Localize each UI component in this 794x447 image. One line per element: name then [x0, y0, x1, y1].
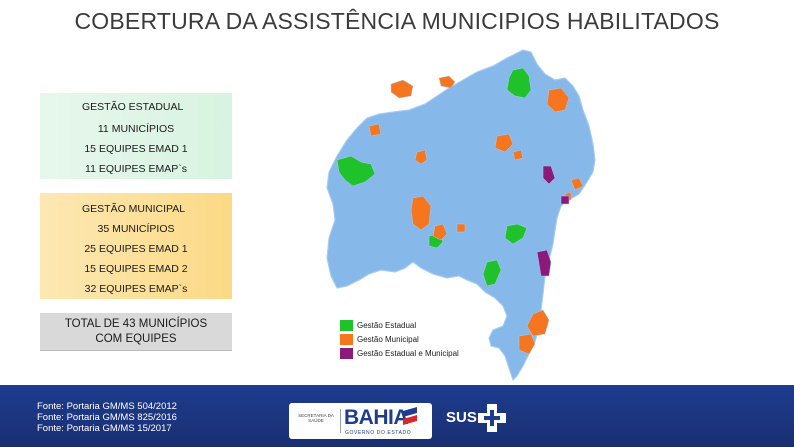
legend-label-estadual: Gestão Estadual: [357, 320, 417, 330]
region-municipal-2: [438, 75, 456, 89]
region-ambos-3: [536, 249, 552, 277]
municipal-municipios: 35 MUNICÍPIOS: [97, 223, 175, 235]
map-svg: [326, 49, 596, 381]
region-municipal-10: [456, 223, 466, 233]
sus-logo: SUS: [446, 400, 510, 436]
region-municipal-13: [526, 309, 550, 337]
governo-estado-label: GOVERNO DO ESTADO: [345, 430, 412, 436]
region-municipal-5: [512, 149, 524, 161]
region-municipal-8: [410, 195, 432, 231]
total-summary-box: TOTAL DE 43 MUNICÍPIOS COM EQUIPES: [40, 313, 232, 351]
secretaria-saude-label: SECRETARIA DA SAÚDE: [298, 413, 334, 423]
region-municipal-7: [414, 149, 428, 165]
region-municipal-3: [546, 87, 570, 113]
legend-item-municipal: Gestão Municipal: [340, 332, 459, 346]
total-line-1: TOTAL DE 43 MUNICÍPIOS: [64, 318, 208, 330]
estadual-emap: 11 EQUIPES EMAP`s: [85, 163, 187, 175]
municipal-emad2: 15 EQUIPES EMAD 2: [84, 263, 188, 275]
page-title: COBERTURA DA ASSISTÊNCIA MUNICIPIOS HABI…: [74, 8, 720, 34]
bahia-municipalities-map: [317, 48, 635, 385]
sources-list: Fonte: Portaria GM/MS 504/2012 Fonte: Po…: [37, 401, 177, 434]
legend-swatch-estadual: [340, 319, 353, 331]
region-municipal-4: [494, 133, 514, 153]
legend-label-ambos: Gestão Estadual e Municipal: [357, 348, 459, 358]
estadual-info-box: GESTÃO ESTADUAL 11 MUNICÍPIOS 15 EQUIPES…: [40, 93, 232, 179]
region-estadual-2: [336, 155, 376, 187]
logo-separator: [340, 409, 341, 433]
municipal-emap: 32 EQUIPES EMAP`s: [84, 283, 188, 295]
source-line-1: Fonte: Portaria GM/MS 504/2012: [37, 401, 177, 412]
governo-bahia-logo: SECRETARIA DA SAÚDE BAHIA GOVERNO DO EST…: [289, 403, 432, 439]
bahia-flag-icon: [403, 407, 417, 425]
region-ambos-1: [542, 165, 556, 185]
sus-cross-icon: [478, 404, 506, 432]
legend-item-ambos: Gestão Estadual e Municipal: [340, 346, 459, 360]
map-legend: Gestão Estadual Gestão Municipal Gestão …: [340, 318, 459, 360]
legend-label-municipal: Gestão Municipal: [357, 334, 419, 344]
municipal-heading: GESTÃO MUNICIPAL: [82, 203, 186, 215]
region-ambos-2: [560, 195, 570, 205]
legend-swatch-municipal: [340, 333, 353, 345]
legend-item-estadual: Gestão Estadual: [340, 318, 459, 332]
legend-swatch-ambos: [340, 347, 353, 359]
municipal-emad1: 25 EQUIPES EMAD 1: [84, 243, 188, 255]
estadual-heading: GESTÃO ESTADUAL: [82, 101, 184, 113]
source-line-2: Fonte: Portaria GM/MS 825/2016: [37, 412, 177, 423]
region-estadual-1: [506, 67, 532, 99]
sus-wordmark: SUS: [446, 409, 477, 426]
region-municipal-9: [432, 223, 448, 241]
region-municipal-14: [518, 333, 536, 355]
region-municipal-1: [390, 79, 414, 99]
estadual-municipios: 11 MUNICÍPIOS: [97, 123, 175, 135]
region-estadual-3: [504, 223, 528, 245]
region-estadual-5: [482, 259, 502, 287]
source-line-3: Fonte: Portaria GM/MS 15/2017: [37, 423, 172, 434]
estadual-emad: 15 EQUIPES EMAD 1: [84, 143, 188, 155]
region-municipal-11: [570, 177, 584, 191]
region-municipal-6: [368, 123, 382, 137]
municipal-info-box: GESTÃO MUNICIPAL 35 MUNICÍPIOS 25 EQUIPE…: [40, 193, 232, 299]
bahia-wordmark: BAHIA: [344, 406, 409, 429]
total-line-2: COM EQUIPES: [95, 333, 177, 345]
